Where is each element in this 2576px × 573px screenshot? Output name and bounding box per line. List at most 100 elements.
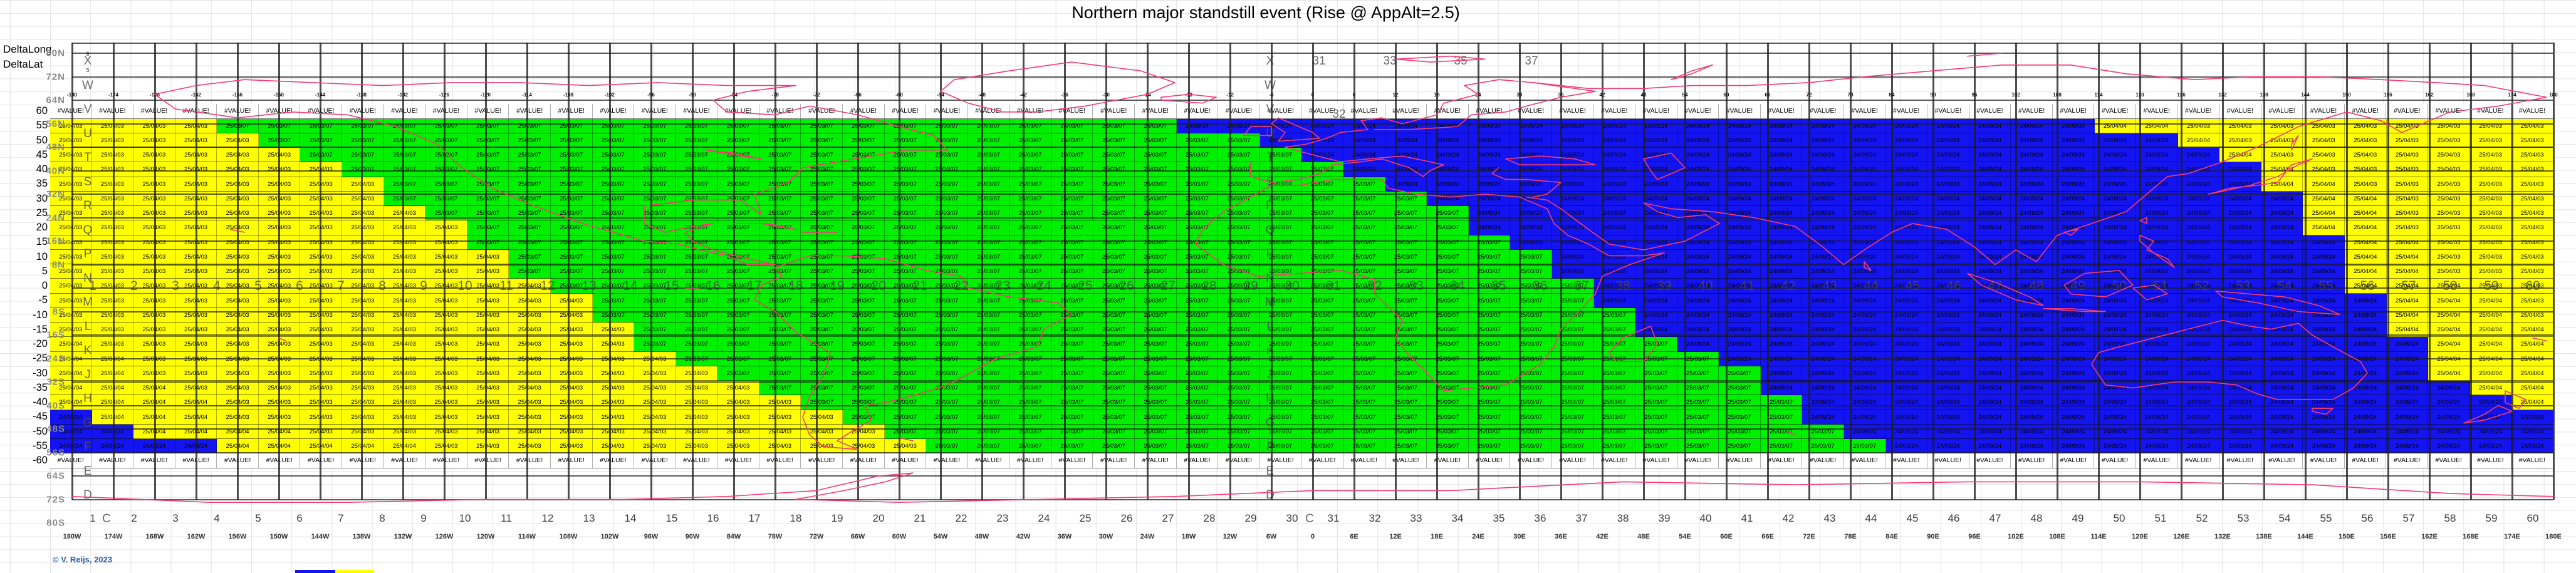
grid-cell[interactable]: 24/09/24 [1927, 410, 1969, 424]
grid-cell[interactable]: 25/04/03 [2511, 307, 2553, 323]
grid-cell[interactable]: 24/09/24 [1552, 249, 1594, 264]
grid-cell[interactable]: 24/09/24 [1844, 293, 1886, 307]
grid-cell[interactable]: 25/04/03 [467, 424, 509, 439]
grid-cell[interactable]: 25/03/07 [1719, 410, 1761, 424]
grid-cell[interactable]: 25/04/03 [2261, 133, 2303, 148]
grid-cell[interactable]: 24/09/24 [2053, 177, 2095, 191]
grid-cell[interactable]: 25/04/03 [2303, 148, 2345, 162]
grid-cell[interactable]: 24/09/24 [1677, 307, 1719, 323]
grid-cell[interactable]: 25/03/07 [1260, 410, 1302, 424]
grid-cell[interactable]: 24/09/24 [1635, 133, 1677, 148]
grid-cell[interactable]: 25/03/07 [1427, 439, 1469, 453]
grid-cell[interactable]: 25/04/03 [634, 410, 676, 424]
grid-cell[interactable]: 25/04/03 [551, 424, 593, 439]
grid-cell[interactable]: 25/04/03 [50, 293, 92, 307]
grid-cell[interactable]: 24/09/24 [2303, 381, 2345, 395]
grid-cell[interactable]: 24/09/24 [1385, 118, 1427, 133]
grid-cell[interactable]: 25/03/07 [1177, 410, 1219, 424]
grid-cell[interactable]: #VALUE! [2470, 104, 2512, 118]
grid-cell[interactable]: 25/03/07 [342, 118, 384, 133]
grid-cell[interactable]: 25/04/03 [551, 293, 593, 307]
grid-cell[interactable]: 25/03/07 [551, 133, 593, 148]
grid-cell[interactable]: 24/09/24 [2011, 381, 2053, 395]
grid-cell[interactable]: 24/09/24 [1844, 307, 1886, 323]
grid-cell[interactable]: 25/04/03 [92, 177, 134, 191]
grid-cell[interactable]: 25/03/07 [885, 133, 927, 148]
grid-cell[interactable]: 25/03/07 [843, 235, 885, 249]
grid-cell[interactable]: 24/09/24 [2011, 439, 2053, 453]
grid-cell[interactable]: 25/03/07 [1427, 395, 1469, 410]
grid-cell[interactable]: 25/04/03 [2470, 177, 2512, 191]
grid-cell[interactable]: 25/03/07 [509, 118, 551, 133]
grid-cell[interactable]: 25/04/03 [425, 410, 467, 424]
grid-cell[interactable]: 24/09/24 [2387, 439, 2429, 453]
grid-cell[interactable]: 25/03/07 [1093, 118, 1135, 133]
grid-cell[interactable]: 24/09/24 [1594, 235, 1636, 249]
grid-cell[interactable]: 24/09/24 [2387, 337, 2429, 351]
grid-cell[interactable]: 25/04/03 [50, 206, 92, 220]
grid-cell[interactable]: 24/09/24 [1927, 439, 1969, 453]
grid-cell[interactable]: 25/03/07 [1761, 424, 1803, 439]
grid-cell[interactable]: #VALUE! [1009, 104, 1051, 118]
grid-cell[interactable]: 25/03/07 [1343, 235, 1385, 249]
grid-cell[interactable]: 25/03/07 [1343, 395, 1385, 410]
grid-cell[interactable]: 25/04/03 [2470, 264, 2512, 279]
grid-cell[interactable]: 25/04/03 [300, 220, 343, 235]
grid-cell[interactable]: 24/09/24 [1635, 249, 1677, 264]
grid-cell[interactable]: #VALUE! [2136, 104, 2178, 118]
grid-cell[interactable]: 25/03/07 [1009, 162, 1051, 177]
grid-cell[interactable]: 25/03/07 [1051, 381, 1093, 395]
grid-cell[interactable]: 25/03/07 [1009, 264, 1051, 279]
grid-cell[interactable]: 24/09/24 [2303, 424, 2345, 439]
grid-cell[interactable]: 25/04/03 [551, 337, 593, 351]
grid-cell[interactable]: 25/03/07 [1719, 381, 1761, 395]
grid-cell[interactable]: 25/04/03 [92, 323, 134, 337]
grid-cell[interactable]: 24/09/24 [1510, 177, 1552, 191]
grid-cell[interactable]: 25/03/07 [717, 307, 759, 323]
grid-cell[interactable]: 25/04/03 [425, 220, 467, 235]
grid-cell[interactable]: 24/09/24 [1969, 424, 2011, 439]
grid-cell[interactable]: 25/03/07 [926, 118, 968, 133]
grid-cell[interactable]: 24/09/24 [92, 439, 134, 453]
grid-cell[interactable]: 25/04/03 [759, 424, 801, 439]
grid-cell[interactable]: 25/04/04 [342, 439, 384, 453]
grid-cell[interactable]: #VALUE! [1844, 453, 1886, 468]
grid-cell[interactable]: 25/03/07 [968, 133, 1010, 148]
grid-cell[interactable]: 25/03/07 [676, 235, 718, 249]
grid-cell[interactable]: #VALUE! [2011, 104, 2053, 118]
grid-cell[interactable]: 25/03/07 [1009, 293, 1051, 307]
grid-cell[interactable]: 25/03/07 [676, 177, 718, 191]
grid-cell[interactable]: 25/04/03 [593, 366, 635, 381]
grid-cell[interactable]: 24/09/24 [2095, 293, 2137, 307]
grid-cell[interactable]: 24/09/24 [2345, 307, 2387, 323]
grid-cell[interactable]: 25/03/07 [1552, 381, 1594, 395]
grid-cell[interactable]: #VALUE! [885, 453, 927, 468]
grid-cell[interactable]: 24/09/24 [2261, 293, 2303, 307]
grid-cell[interactable]: 25/04/03 [717, 439, 759, 453]
grid-cell[interactable]: 25/03/07 [1677, 381, 1719, 395]
grid-cell[interactable]: 25/04/03 [384, 307, 426, 323]
grid-cell[interactable]: 25/03/07 [1135, 439, 1177, 453]
grid-cell[interactable]: 25/03/07 [926, 439, 968, 453]
grid-cell[interactable]: 25/04/04 [300, 439, 343, 453]
grid-cell[interactable]: 25/03/07 [1009, 206, 1051, 220]
grid-cell[interactable]: #VALUE! [634, 104, 676, 118]
grid-cell[interactable]: 25/04/04 [2261, 177, 2303, 191]
grid-cell[interactable]: 24/09/24 [1969, 323, 2011, 337]
grid-cell[interactable]: 24/09/24 [1844, 337, 1886, 351]
grid-cell[interactable]: 24/09/24 [2219, 366, 2261, 381]
grid-cell[interactable]: 24/09/24 [1427, 133, 1469, 148]
grid-cell[interactable]: 25/03/07 [1343, 293, 1385, 307]
grid-cell[interactable]: 25/04/03 [300, 264, 343, 279]
grid-cell[interactable]: 24/09/24 [2053, 118, 2095, 133]
grid-cell[interactable]: #VALUE! [384, 104, 426, 118]
grid-cell[interactable]: 24/09/24 [2011, 307, 2053, 323]
grid-cell[interactable]: 24/09/24 [2011, 220, 2053, 235]
grid-cell[interactable]: 25/04/03 [467, 366, 509, 381]
grid-cell[interactable]: 25/03/07 [1552, 424, 1594, 439]
grid-cell[interactable]: 24/09/24 [2178, 235, 2220, 249]
grid-cell[interactable]: 25/03/07 [717, 366, 759, 381]
grid-cell[interactable]: #VALUE! [1969, 104, 2011, 118]
grid-cell[interactable]: 25/04/04 [2095, 118, 2137, 133]
grid-cell[interactable]: 25/03/07 [885, 220, 927, 235]
